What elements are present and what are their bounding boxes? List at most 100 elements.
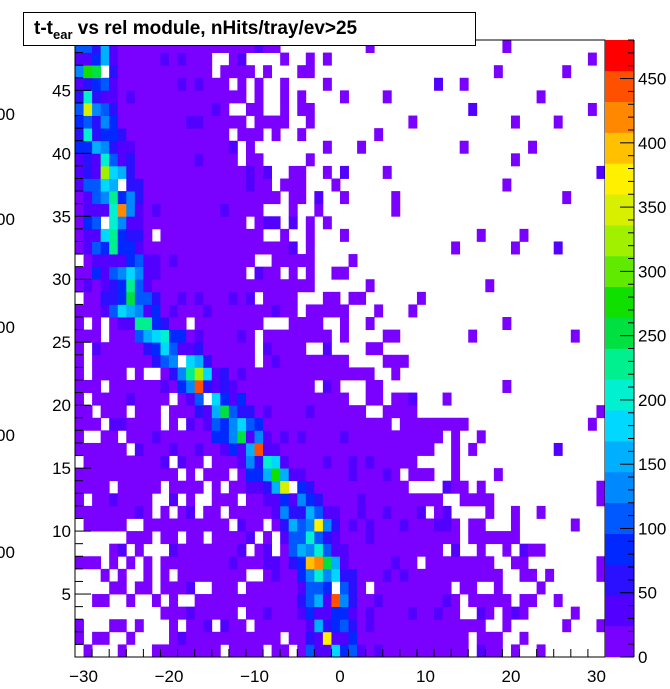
heatmap-cell [186,329,196,343]
heatmap-cell [83,468,93,482]
heatmap-cell [169,430,178,444]
heatmap-cell [237,228,247,242]
heatmap-cell [245,178,255,192]
heatmap-cell [451,531,461,545]
heatmap-cell [391,493,401,507]
heatmap-cell [186,342,196,356]
heatmap-cell [117,65,127,79]
heatmap-cell [143,90,153,104]
heatmap-cell [177,342,187,356]
heatmap-cell [348,619,358,633]
heatmap-cell [245,455,255,469]
heatmap-cell [399,594,409,608]
heatmap-cell [254,594,264,608]
heatmap-cell [228,165,238,179]
heatmap-cell [134,140,144,154]
heatmap-cell [186,405,196,419]
heatmap-cell [476,594,486,608]
heatmap-cell [203,631,213,645]
heatmap-cell [254,304,264,318]
heatmap-cell [220,317,230,331]
heatmap-cell [245,128,255,142]
heatmap-cell [314,581,324,595]
heatmap-cell [280,505,290,519]
heatmap-cell [340,606,349,620]
heatmap-cell [160,354,170,368]
heatmap-cell [271,505,281,519]
heatmap-cell [228,455,238,469]
heatmap-cell [92,241,102,255]
heatmap-cell [228,644,238,658]
heatmap-cell [357,505,367,519]
heatmap-cell [160,216,170,230]
heatmap-cell [134,342,144,356]
heatmap-cell [203,178,213,192]
heatmap-cell [177,405,187,419]
heatmap-cell [451,543,461,557]
heatmap-cell [340,266,349,280]
heatmap-cell [305,480,315,494]
heatmap-cell [194,518,204,532]
heatmap-cell [160,518,170,532]
heatmap-cell [502,40,512,53]
heatmap-cell [382,165,392,179]
heatmap-cell [519,606,529,620]
heatmap-cell [117,77,127,91]
heatmap-cell [160,266,170,280]
heatmap-cell [348,568,358,582]
heatmap-cell [100,102,110,116]
heatmap-cell [109,392,119,406]
heatmap-cell [92,417,102,431]
heatmap-cell [75,203,84,217]
heatmap-cell [126,241,136,255]
heatmap-cell [169,594,178,608]
heatmap-cell [382,430,392,444]
heatmap-cell [169,153,178,167]
heatmap-cell [169,468,178,482]
heatmap-cell [151,594,161,608]
heatmap-cell [305,417,315,431]
heatmap-cell [280,556,290,570]
heatmap-cell [151,405,161,419]
heatmap-cell [297,367,307,381]
heatmap-cell [228,505,238,519]
heatmap-cell [365,606,375,620]
heatmap-cell [399,568,409,582]
heatmap-cell [331,556,341,570]
heatmap-cell [271,417,281,431]
heatmap-cell [280,304,290,318]
heatmap-cell [134,304,144,318]
heatmap-cell [203,317,213,331]
heatmap-cell [126,417,136,431]
heatmap-cell [83,52,93,66]
heatmap-cell [545,568,555,582]
heatmap-cell [502,531,512,545]
heatmap-cell [194,228,204,242]
heatmap-cell [271,115,281,129]
heatmap-cell [305,216,315,230]
heatmap-cell [211,543,221,557]
heatmap-cell [203,191,213,205]
heatmap-cell [399,392,409,406]
heatmap-cell [263,531,273,545]
heatmap-cell [519,228,529,242]
heatmap-cell [160,228,170,242]
heatmap-cell [280,178,290,192]
heatmap-cell [528,140,538,154]
heatmap-cell [451,568,461,582]
heatmap-cell [510,241,520,255]
heatmap-cell [143,329,153,343]
heatmap-cell [416,493,426,507]
heatmap-cell [305,442,315,456]
heatmap-cell [305,619,315,633]
heatmap-cell [374,379,384,393]
heatmap-cell [288,379,298,393]
heatmap-cell [117,480,127,494]
heatmap-cell [331,430,341,444]
heatmap-cell [160,392,170,406]
heatmap-cell [100,178,110,192]
heatmap-cell [186,631,196,645]
heatmap-cell [280,430,290,444]
heatmap-cell [314,417,324,431]
heatmap-cell [143,165,153,179]
